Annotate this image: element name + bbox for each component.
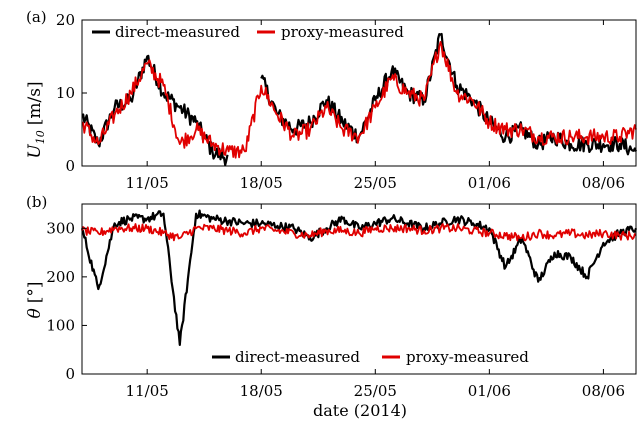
xtick-label-b-0: 11/05 [126, 382, 169, 400]
plot-area-a: 0 10 20 11/05 18/05 25/05 01/06 08/06 [56, 11, 638, 192]
ytick-label-a-0: 0 [65, 157, 75, 175]
legend-b-proxy-label: proxy-measured [406, 348, 529, 366]
ylabel-b-unit: [°] [25, 281, 45, 303]
xtick-label-b-1: 18/05 [240, 382, 283, 400]
legend-b: direct-measured proxy-measured [212, 348, 529, 366]
xtick-label-b-3: 01/06 [468, 382, 511, 400]
xlabel-b: date (2014) [313, 401, 407, 420]
ylabel-a: U10 [m/s] [25, 81, 47, 158]
series-b-proxy-line [81, 223, 637, 242]
legend-a-proxy-label: proxy-measured [281, 23, 404, 41]
ytick-label-b-1: 100 [46, 316, 75, 334]
series-b-direct-line [80, 209, 638, 346]
legend-a-direct-label: direct-measured [115, 23, 240, 41]
series-a-proxy-line [81, 41, 637, 159]
ytick-label-b-0: 0 [65, 365, 75, 383]
panel-label-a: (a) [26, 8, 47, 26]
ylabel-b-main: θ [25, 308, 45, 318]
ytick-label-b-3: 300 [46, 219, 75, 237]
ytick-label-b-2: 200 [46, 268, 75, 286]
legend-a: direct-measured proxy-measured [92, 23, 404, 41]
ylabel-a-main: U [25, 144, 45, 159]
series-a-direct-line [81, 32, 638, 167]
ytick-label-a-2: 20 [56, 11, 75, 29]
legend-b-direct-label: direct-measured [235, 348, 360, 366]
xtick-label-a-3: 01/06 [468, 174, 511, 192]
xtick-label-b-4: 08/06 [582, 382, 625, 400]
ytick-label-a-1: 10 [56, 84, 75, 102]
xtick-label-a-2: 25/05 [354, 174, 397, 192]
ylabel-a-sub: 10 [34, 130, 47, 144]
xtick-label-a-4: 08/06 [582, 174, 625, 192]
panel-label-b: (b) [26, 193, 47, 211]
axes-frame-b [81, 203, 637, 375]
plot-area-b: 0 100 200 300 11/05 18/05 25/05 01/06 08/06 [46, 203, 638, 400]
xtick-label-a-1: 18/05 [240, 174, 283, 192]
xtick-label-a-0: 11/05 [126, 174, 169, 192]
xtick-label-b-2: 25/05 [354, 382, 397, 400]
ylabel-a-unit: [m/s] [25, 81, 45, 125]
ylabel-b: θ [°] [25, 281, 45, 318]
